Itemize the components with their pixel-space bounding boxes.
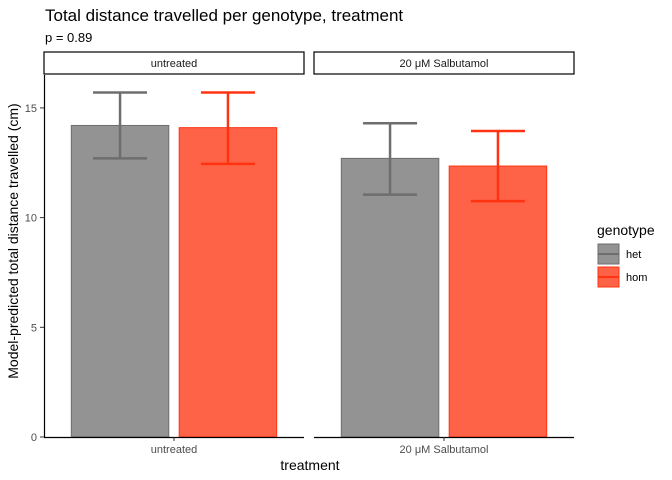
facet-panel: 20 μM Salbutamol 20 μM Salbutamol [313, 51, 575, 456]
legend-item-het: het [597, 243, 641, 265]
x-axis-title: treatment [280, 457, 339, 473]
facet-strip-label: untreated [151, 58, 197, 70]
facet-strip [43, 51, 305, 75]
bar-het [340, 157, 440, 438]
y-axis-title: Model-predicted total distance travelled… [5, 103, 21, 378]
legend-label: het [626, 249, 641, 261]
facet-strip [313, 51, 575, 75]
y-tick-label: 0 [31, 432, 37, 444]
bar-het [70, 124, 170, 438]
y-tick-label: 10 [25, 213, 37, 225]
chart-subtitle: p = 0.89 [45, 30, 92, 45]
bar-hom [448, 165, 548, 438]
y-tick-label: 15 [25, 103, 37, 115]
legend-title: genotype [597, 222, 655, 238]
facet-panel: untreated untreated [43, 51, 305, 456]
y-axis: 0 5 10 15 [25, 75, 46, 444]
chart-title: Total distance travelled per genotype, t… [45, 6, 403, 25]
bar-hom [178, 127, 278, 438]
legend-item-hom: hom [597, 266, 647, 288]
x-tick-label: untreated [151, 444, 197, 456]
legend: genotype het hom [597, 222, 655, 288]
facet-strip-label: 20 μM Salbutamol [400, 58, 489, 70]
y-tick-label: 5 [31, 322, 37, 334]
legend-label: hom [626, 272, 647, 284]
x-tick-label: 20 μM Salbutamol [400, 444, 489, 456]
